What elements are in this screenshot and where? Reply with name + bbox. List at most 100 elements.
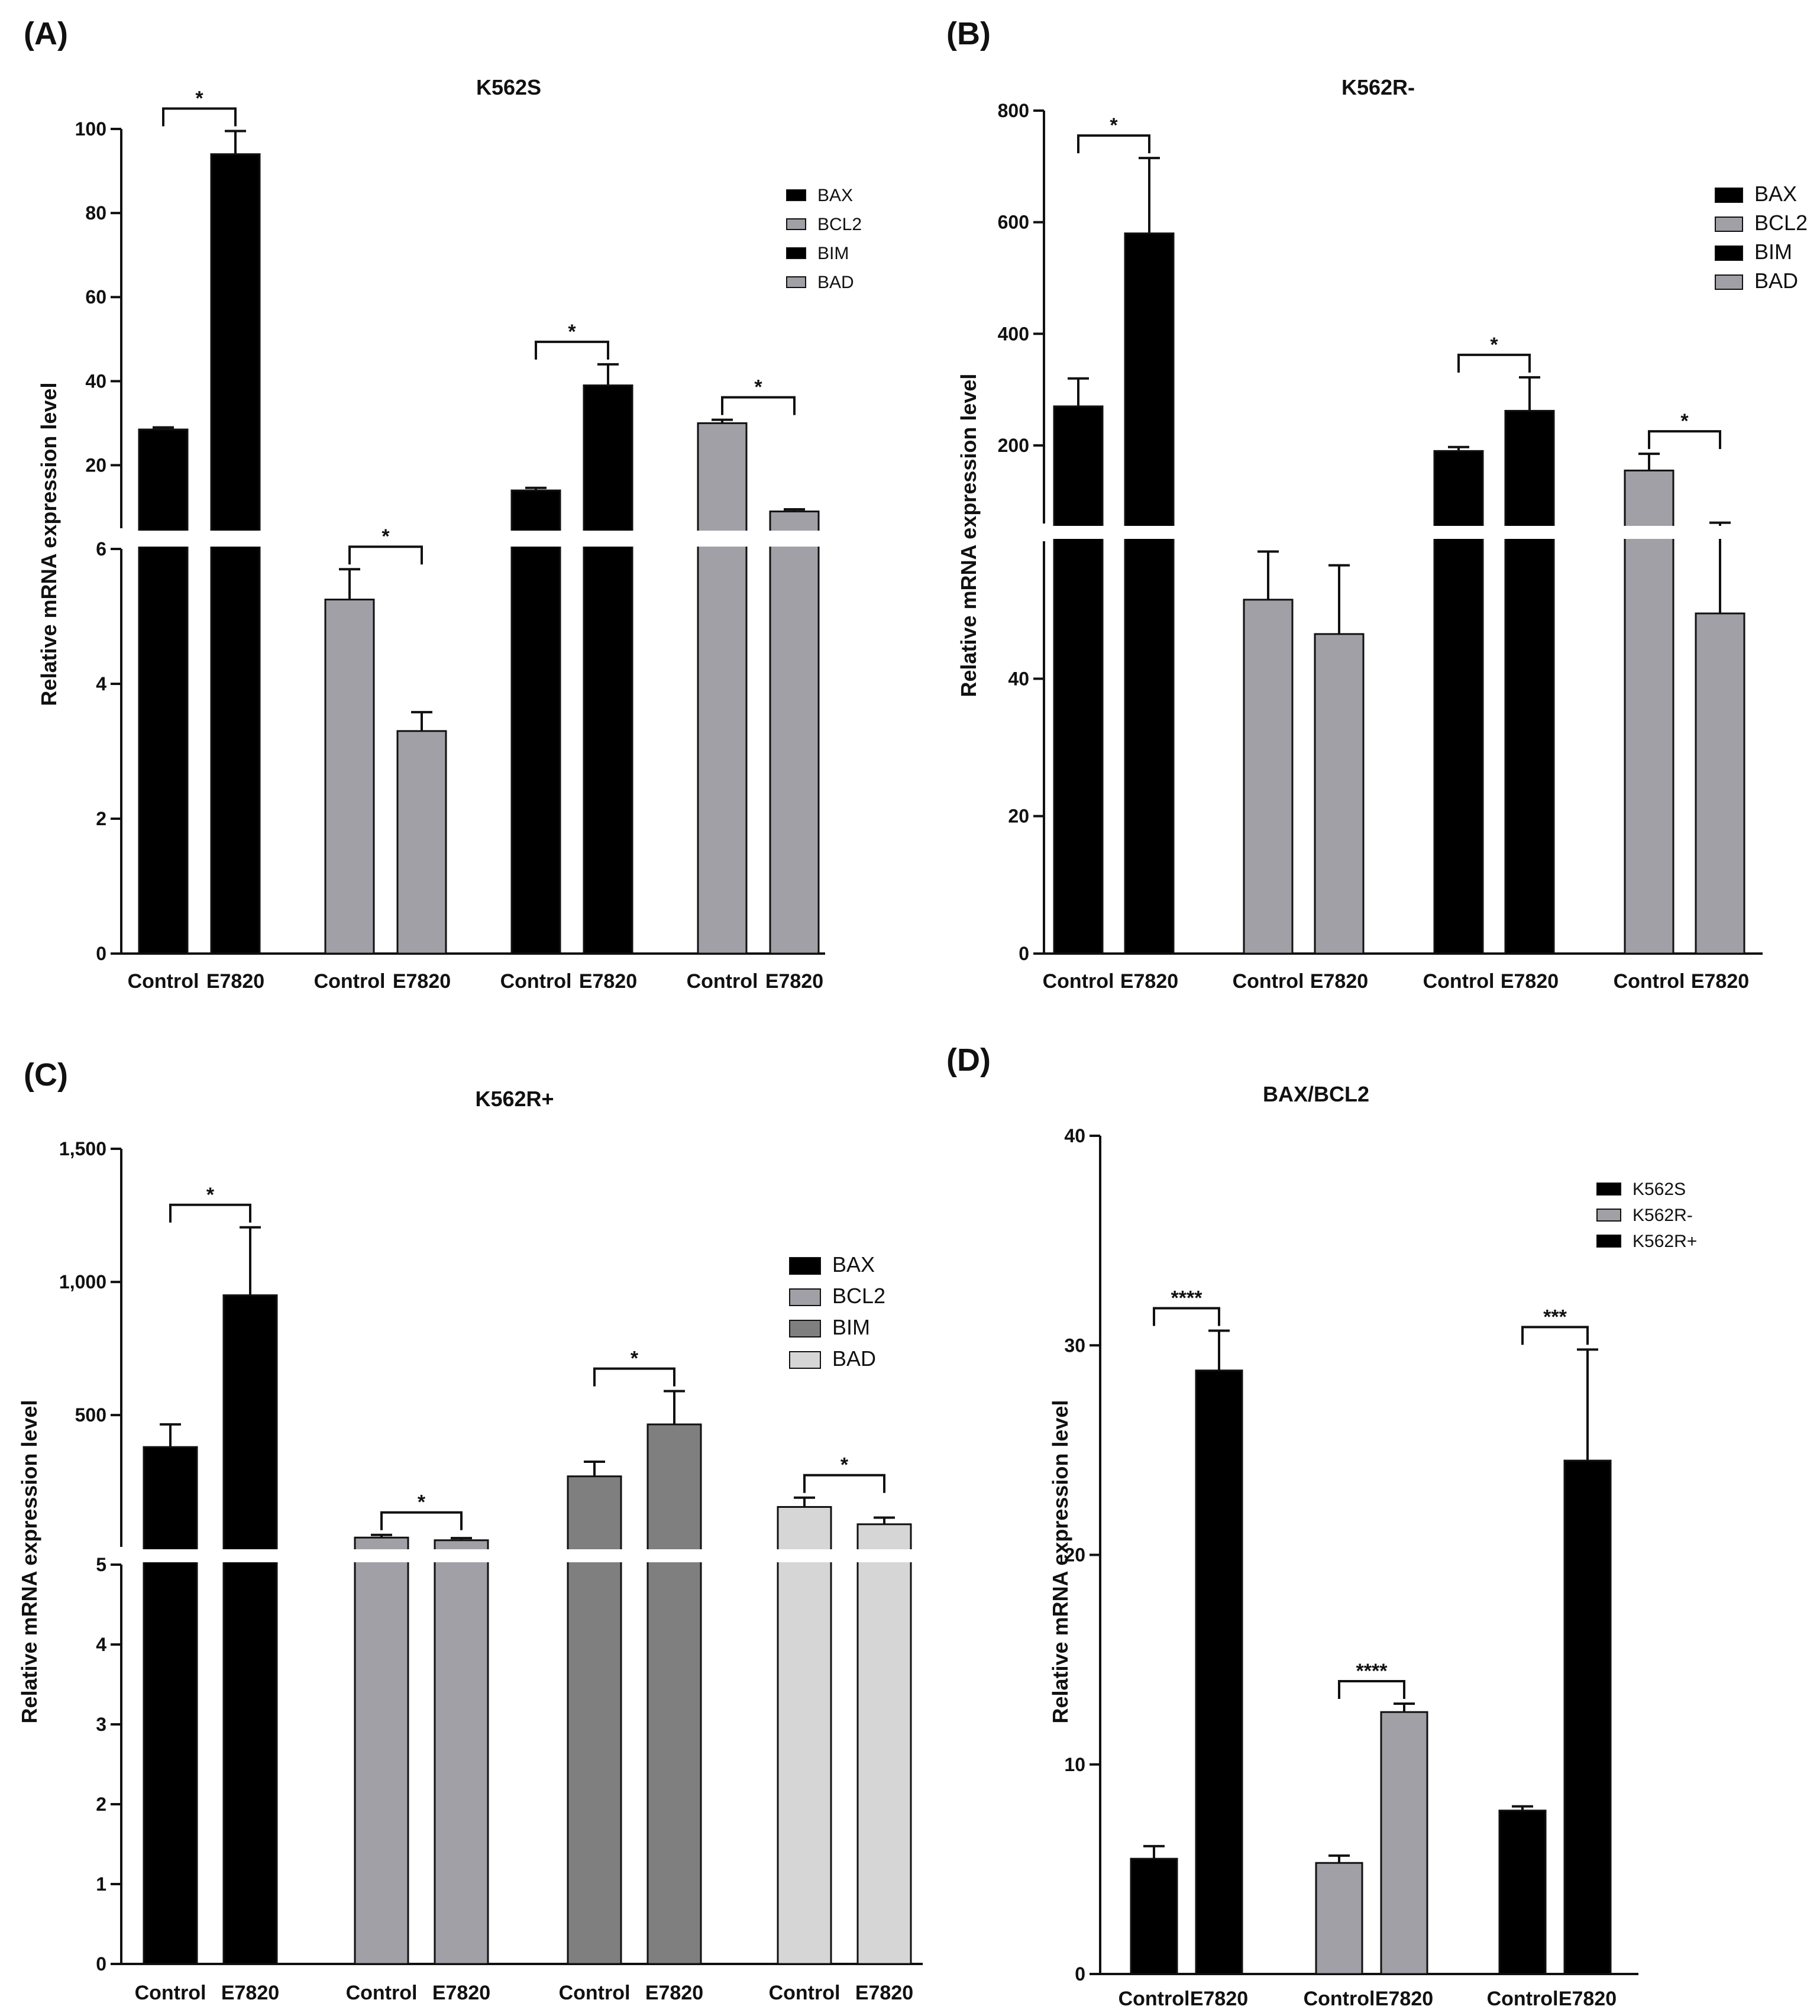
x-tick-label: E7820 [221, 1982, 279, 2004]
y-tick-label: 20 [85, 454, 106, 476]
y-axis-label: Relative mRNA expression level [37, 383, 61, 706]
chart-title: K562S [476, 75, 541, 99]
x-tick-label: E7820 [393, 970, 451, 993]
x-tick-label: Control [1423, 970, 1495, 993]
legend-label: BAD [817, 273, 854, 292]
axis-break-gap [1052, 526, 1176, 539]
x-tick-label: Control [559, 1982, 631, 2004]
bar-BIM-e7820 [583, 384, 633, 955]
significance-marker: * [382, 525, 390, 548]
x-tick-label: Control [687, 970, 758, 993]
y-axis-label: Relative mRNA expression level [1048, 1400, 1072, 1724]
legend-swatch [786, 247, 806, 259]
y-tick-label: 5 [96, 1554, 106, 1575]
legend-label: BCL2 [817, 215, 862, 234]
significance-marker: * [568, 321, 576, 343]
significance-bracket [1153, 1307, 1220, 1326]
y-tick-label: 0 [1075, 1963, 1085, 1985]
bar-BAX-e7820 [222, 1294, 278, 1965]
y-tick-label: 40 [1064, 1125, 1085, 1146]
axis-break-gap [1622, 526, 1747, 539]
y-axis-label: Relative mRNA expression level [17, 1400, 41, 1724]
y-tick-label: 2 [96, 808, 106, 829]
y-tick-label: 6 [96, 538, 106, 560]
y-tick-label: 10 [1064, 1754, 1085, 1775]
significance-bracket [721, 396, 796, 415]
x-tick-label: Control [314, 970, 386, 993]
y-tick-label: 0 [96, 943, 106, 964]
significance-bracket [1648, 430, 1721, 450]
legend-label: BCL2 [1754, 211, 1808, 235]
y-tick-label: 1,500 [59, 1138, 106, 1159]
bar-BAX-control [1053, 405, 1104, 955]
axis-break-gap [1432, 526, 1556, 539]
legend-label: BIM [1754, 240, 1792, 264]
x-tick-label: E7820 [206, 970, 264, 993]
legend-label: BAX [1754, 182, 1797, 206]
x-tick-label: E7820 [579, 970, 637, 993]
y-axis-label: Relative mRNA expression level [956, 374, 981, 697]
significance-bracket [535, 340, 609, 360]
legend-label: BAD [832, 1346, 876, 1371]
bar-K562S-control [1130, 1857, 1178, 1975]
panel-label: (C) [24, 1057, 68, 1093]
y-tick-label: 2 [96, 1794, 106, 1815]
y-tick-label: 500 [75, 1404, 106, 1426]
significance-bracket [169, 1203, 251, 1223]
significance-bracket [162, 107, 237, 127]
significance-bracket [803, 1474, 885, 1493]
significance-marker: *** [1543, 1306, 1567, 1328]
axis-break-gap [141, 1549, 279, 1562]
bar-BIM-control [510, 489, 561, 955]
significance-marker: * [1110, 114, 1118, 137]
x-tick-label: Control [1118, 1988, 1190, 2010]
legend-swatch [786, 218, 806, 230]
bar-BAX-control [143, 1446, 198, 1965]
significance-marker: * [1680, 410, 1689, 432]
y-tick-label: 30 [1064, 1335, 1085, 1356]
y-tick-label: 1 [96, 1873, 106, 1895]
legend-swatch [789, 1320, 821, 1337]
legend: BAX BCL2 BIM BAD [1715, 182, 1808, 293]
chart-panel-a: (A) K562S Relative mRNA expression level 0 2… [24, 16, 862, 993]
x-tick-label: Control [500, 970, 572, 993]
legend-label: K562R- [1632, 1206, 1693, 1225]
legend: K562S K562R- K562R+ [1596, 1180, 1697, 1251]
legend-swatch [786, 276, 806, 288]
x-tick-label: E7820 [1501, 970, 1559, 993]
axis-break-gap [509, 531, 635, 547]
chart-panel-d: (D) BAX/BCL2 Relative mRNA expression leve… [946, 1042, 1697, 2010]
chart-title: BAX/BCL2 [1263, 1082, 1369, 1106]
x-tick-label: E7820 [432, 1982, 490, 2004]
bar-BCL2-control [1243, 599, 1294, 955]
significance-marker: **** [1171, 1287, 1203, 1309]
legend-swatch [1596, 1183, 1621, 1196]
x-tick-label: Control [1233, 970, 1304, 993]
axis-break-gap [696, 531, 821, 547]
y-tick-label: 400 [998, 323, 1029, 344]
legend-label: BIM [817, 244, 849, 263]
bar-BAD-control [697, 422, 748, 955]
significance-marker: * [841, 1454, 849, 1477]
bar-BAX-e7820 [210, 153, 261, 955]
legend-swatch [1715, 274, 1743, 290]
axis-break-gap [565, 1549, 703, 1562]
y-tick-label: 4 [96, 1634, 106, 1655]
bar-BAD-e7820 [856, 1523, 912, 1965]
x-tick-label: Control [769, 1982, 841, 2004]
legend-swatch [1596, 1235, 1621, 1248]
y-tick-label: 40 [1008, 668, 1029, 689]
y-tick-label: 3 [96, 1714, 106, 1735]
axis-break-gap [1242, 526, 1366, 539]
legend-label: K562S [1632, 1180, 1686, 1199]
bar-BAD-e7820 [1695, 612, 1745, 955]
y-tick-label: 4 [96, 673, 106, 694]
bar-BAX-control [138, 428, 189, 955]
bar-BAD-control [777, 1505, 832, 1965]
legend-label: BAX [832, 1252, 875, 1277]
y-tick-label: 0 [96, 1953, 106, 1975]
bar-BCL2-e7820 [1314, 633, 1365, 955]
y-tick-label: 40 [85, 370, 106, 392]
x-tick-label: E7820 [645, 1982, 703, 2004]
